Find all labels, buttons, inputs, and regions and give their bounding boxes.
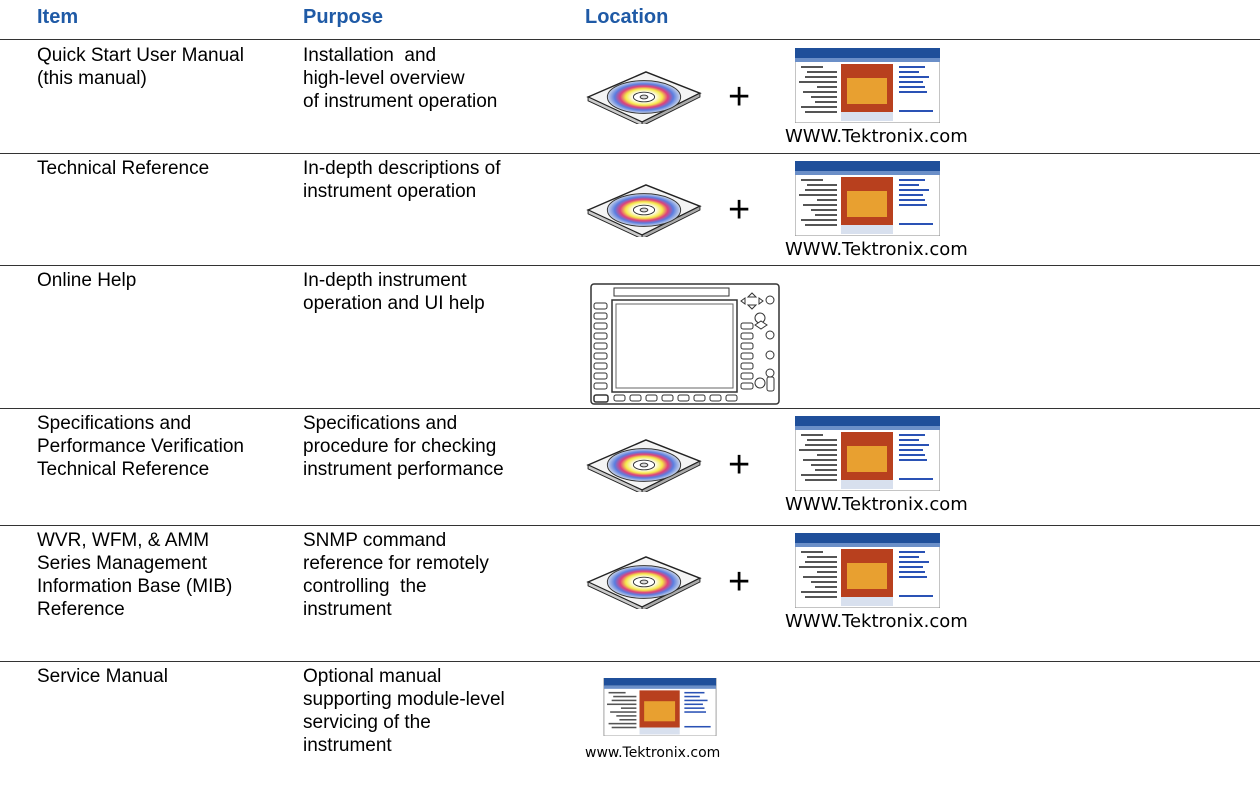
purpose-line: of instrument operation [303,91,498,112]
item-cell: WVR, WFM, & AMM Series Management Informat… [37,529,232,621]
instrument-panel [590,283,780,405]
column-header: Location [585,6,669,28]
purpose-line: instrument operation [303,181,477,202]
item-line: Online Help [37,270,137,291]
website-thumbnail [795,416,940,491]
purpose-line: instrument [303,735,392,756]
purpose-line: SNMP command [303,530,447,551]
item-line: WVR, WFM, & AMM [37,530,210,551]
plus-sign: + [728,561,751,603]
purpose-line: operation and UI help [303,293,485,314]
item-cell: Service Manual [37,665,168,688]
item-line: Reference [37,599,125,620]
column-header: Item [37,6,79,28]
cd-icon [587,71,701,124]
purpose-cell: In-depth instrument operation and UI help [303,269,485,315]
item-cell: Quick Start User Manual (this manual) [37,44,244,90]
header-rule [0,39,1260,40]
purpose-line: reference for remotely [303,553,489,574]
website-thumbnail [795,48,940,123]
cd-icon [587,556,701,609]
item-line: Technical Reference [37,459,210,480]
plus-sign: + [728,444,751,486]
purpose-line: supporting module-level [303,689,505,710]
website-thumbnail-shape [795,533,940,608]
item-line: Information Base (MIB) [37,576,233,597]
row-rule [0,525,1260,526]
purpose-line: In-depth instrument [303,270,467,291]
purpose-line: procedure for checking [303,436,497,457]
item-cell: Technical Reference [37,157,209,180]
item-line: Quick Start User Manual [37,45,244,66]
cd-icon-shape [587,184,701,237]
purpose-cell: Installation and high-level overview of in… [303,44,497,113]
website-thumbnail-shape [795,416,940,491]
plus-sign: + [728,189,751,231]
item-cell: Online Help [37,269,136,292]
item-line: (this manual) [37,68,147,89]
row-rule [0,265,1260,266]
item-line: Specifications and [37,413,192,434]
row-rule [0,408,1260,409]
website-thumbnail-shape [795,161,940,236]
cd-icon [587,439,701,492]
cd-icon-shape [587,556,701,609]
url-caption: WWW.Tektronix.com [785,239,968,260]
purpose-line: Optional manual [303,666,442,687]
purpose-cell: SNMP command reference for remotely contro… [303,529,489,621]
website-thumbnail-shape [795,48,940,123]
plus-sign: + [728,76,751,118]
purpose-line: Installation and [303,45,437,66]
url-caption: WWW.Tektronix.com [785,126,968,147]
purpose-line: instrument performance [303,459,504,480]
purpose-line: Specifications and [303,413,458,434]
url-caption: WWW.Tektronix.com [785,611,968,632]
website-thumbnail [603,678,717,736]
item-line: Series Management [37,553,208,574]
purpose-line: In-depth descriptions of [303,158,501,179]
purpose-line: servicing of the [303,712,431,733]
website-thumbnail [795,161,940,236]
purpose-cell: In-depth descriptions of instrument opera… [303,157,501,203]
instrument-panel-shape [590,283,780,405]
purpose-line: high-level overview [303,68,465,89]
row-rule [0,153,1260,154]
row-rule [0,661,1260,662]
website-thumbnail-shape [603,678,717,736]
item-cell: Specifications and Performance Verificati… [37,412,244,481]
purpose-cell: Optional manual supporting module-level se… [303,665,505,757]
cd-icon [587,184,701,237]
purpose-line: controlling the [303,576,427,597]
cd-icon-shape [587,71,701,124]
url-caption: WWW.Tektronix.com [785,494,968,515]
item-line: Performance Verification [37,436,244,457]
item-line: Technical Reference [37,158,210,179]
column-header: Purpose [303,6,384,28]
purpose-line: instrument [303,599,392,620]
url-caption: www.Tektronix.com [585,745,721,761]
item-line: Service Manual [37,666,168,687]
cd-icon-shape [587,439,701,492]
purpose-cell: Specifications and procedure for checking… [303,412,504,481]
website-thumbnail [795,533,940,608]
